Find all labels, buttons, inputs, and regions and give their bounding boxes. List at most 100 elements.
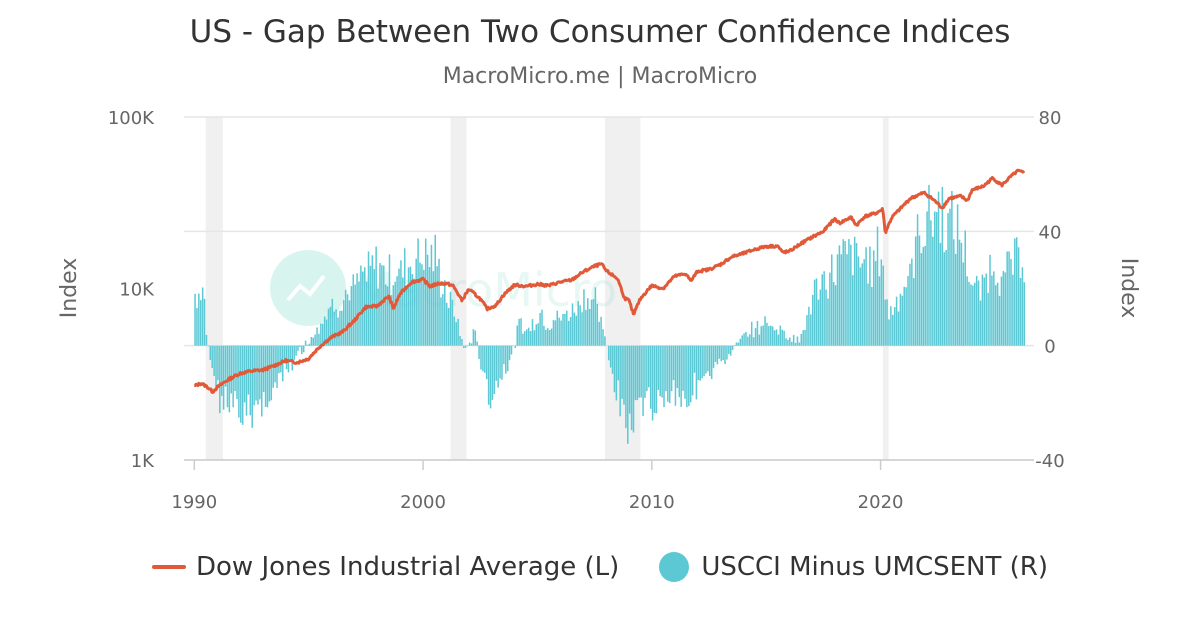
gap-bar (876, 226, 879, 346)
gap-bar (661, 345, 663, 398)
gap-bar (954, 253, 957, 346)
gap-bar (360, 265, 362, 346)
gap-bar (804, 329, 806, 346)
gap-bar (541, 309, 543, 346)
gap-bar (617, 345, 620, 381)
gap-bar (686, 345, 688, 408)
gap-bar (756, 320, 759, 346)
legend-label: USCCI Minus UMCSENT (R) (701, 552, 1049, 582)
gap-bar (983, 277, 986, 346)
gap-bar (699, 345, 701, 381)
axes: 1990 2000 2010 2020 1K 10K 100K -40 0 40 80 (108, 108, 1065, 513)
gap-bar (219, 345, 221, 414)
gap-bar (920, 253, 923, 346)
gap-bar (646, 345, 648, 392)
gap-bar (400, 260, 402, 346)
gap-bar (691, 345, 694, 396)
gap-bar (566, 310, 568, 346)
gap-bar (993, 271, 995, 346)
gap-bar (554, 320, 557, 346)
gap-bar (897, 311, 900, 346)
gap-bar (754, 328, 757, 346)
gap-bar (301, 345, 303, 355)
gap-bar (312, 337, 314, 346)
gap-bar (299, 345, 301, 348)
legend: Dow Jones Industrial Average (L) USCCI M… (0, 552, 1200, 582)
gap-bar (402, 277, 404, 346)
gap-bar (548, 330, 551, 346)
gap-bar (1000, 276, 1003, 346)
gap-bar (648, 345, 650, 388)
gap-bar (468, 342, 471, 346)
legend-item-gap[interactable]: USCCI Minus UMCSENT (R) (659, 552, 1048, 582)
gap-bar (871, 286, 873, 346)
gap-bar (766, 322, 768, 346)
gap-bar (880, 259, 883, 346)
gap-bar (1014, 238, 1016, 346)
gap-bar (806, 315, 808, 346)
gap-bar (623, 345, 625, 405)
gap-bar (516, 325, 518, 346)
gap-bar (724, 345, 726, 365)
legend-circle-swatch (659, 552, 690, 582)
gap-bar (396, 276, 398, 346)
gap-bar (674, 345, 677, 406)
gap-bar (560, 320, 562, 346)
gap-bar (625, 345, 627, 429)
legend-item-dow[interactable]: Dow Jones Industrial Average (L) (151, 552, 619, 582)
gap-bar (506, 345, 509, 372)
gap-bar (869, 246, 871, 346)
gap-bar (196, 308, 198, 346)
gap-bar (640, 345, 642, 398)
gap-bar (245, 345, 248, 416)
gap-bar (293, 345, 295, 360)
gap-bar (840, 254, 843, 346)
gap-bar (558, 317, 560, 346)
gap-bar (842, 239, 844, 346)
gap-bar (653, 345, 656, 413)
gap-bar (642, 345, 644, 417)
gap-bar (291, 345, 294, 371)
gap-bar (320, 323, 322, 346)
watermark-circle (270, 250, 346, 326)
gap-bar (745, 331, 747, 346)
gap-bar (375, 246, 377, 346)
gap-bar (947, 213, 949, 346)
gap-bar (844, 240, 846, 346)
gap-bar (933, 211, 936, 346)
recession-bands (205, 117, 889, 460)
gap-bar (491, 345, 494, 400)
gap-bar (474, 330, 477, 346)
gap-bar (628, 345, 631, 414)
gap-bar (499, 345, 501, 379)
gap-bar (764, 316, 766, 346)
gap-bar (209, 345, 212, 361)
gap-bar (945, 250, 947, 346)
gap-bar (308, 343, 311, 346)
gap-bar (226, 345, 229, 408)
gap-bar (890, 306, 892, 346)
gap-bar (695, 345, 698, 400)
gap-bar (280, 345, 282, 373)
gap-bar (304, 340, 307, 346)
gap-bar (855, 243, 858, 346)
gap-bar (522, 333, 524, 346)
gap-bar (200, 300, 202, 346)
gap-bar (281, 345, 284, 382)
gap-bar (747, 336, 749, 346)
gap-bar (707, 345, 709, 372)
gap-bar (323, 316, 326, 346)
gap-bar (716, 345, 719, 365)
gap-bar (426, 254, 429, 346)
gap-bar (201, 287, 204, 346)
gap-bar (329, 306, 332, 346)
gap-bar (213, 345, 215, 376)
gap-bar (834, 285, 837, 346)
gap-bar (255, 345, 257, 401)
gap-bar (1012, 274, 1014, 346)
gap-bar (432, 271, 435, 346)
gap-bar (1021, 267, 1024, 346)
gap-bar (800, 333, 803, 346)
gap-bar (238, 345, 240, 418)
gap-bar (253, 345, 255, 406)
